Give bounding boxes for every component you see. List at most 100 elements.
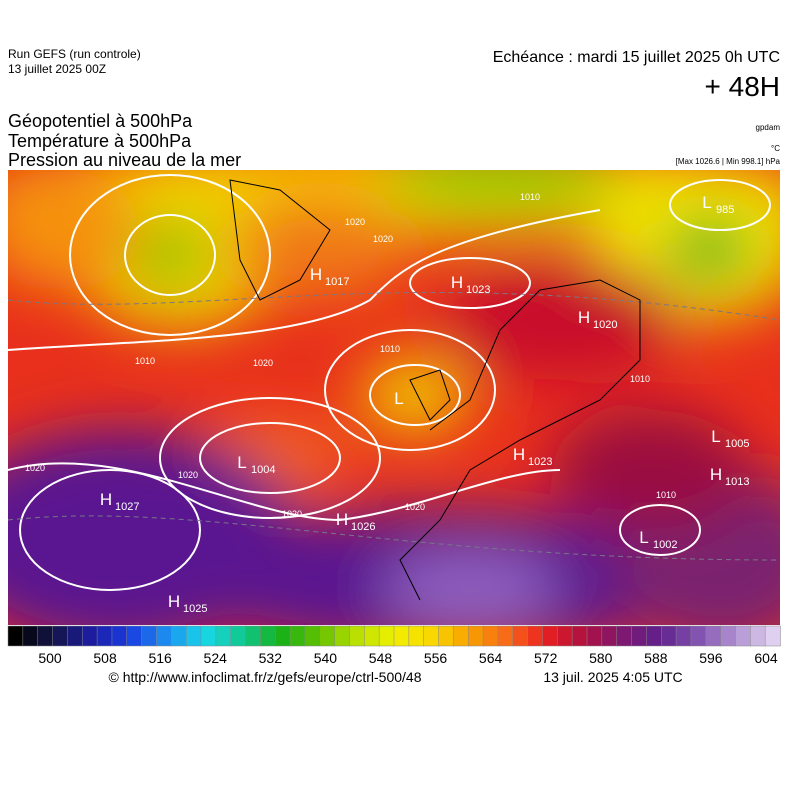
pressure-value: 1013 [725, 476, 749, 488]
colorbar-tick-label: 548 [369, 650, 393, 666]
contour-label: 1010 [656, 490, 676, 500]
colorbar-swatch [512, 625, 529, 647]
pressure-value: 1002 [653, 539, 677, 551]
unit-label: °C [771, 144, 780, 153]
pressure-letter: H [100, 490, 112, 509]
pressure-letter: H [578, 308, 590, 327]
pressure-letter: L [639, 528, 648, 547]
pressure-letter: L [237, 453, 246, 472]
colorbar-swatch [453, 625, 469, 647]
colorbar-swatch [482, 625, 499, 647]
pressure-letter: H [710, 465, 722, 484]
colorbar-swatch [690, 625, 707, 647]
contour-label: 1020 [253, 358, 273, 368]
colorbar-swatch [111, 625, 128, 647]
pressure-letter: H [310, 265, 322, 284]
colorbar-swatch [37, 625, 54, 647]
pressure-value: 985 [716, 204, 734, 216]
pressure-value: 1017 [325, 276, 349, 288]
colorbar-swatch [557, 625, 573, 647]
colorbar-swatch [527, 625, 544, 647]
colorbar-swatch [408, 625, 425, 647]
colorbar-swatch [586, 625, 603, 647]
colorbar-swatch [304, 625, 321, 647]
colorbar-swatch [438, 625, 455, 647]
contour-label: 1010 [520, 192, 540, 202]
pressure-value: 1020 [593, 319, 617, 331]
colorbar-swatch [7, 625, 24, 647]
pressure-letter: H [168, 592, 180, 611]
lead-time: + 48H [705, 71, 781, 102]
pressure-letter: L [702, 193, 711, 212]
field-label: Pression au niveau de la mer [8, 150, 241, 170]
colorbar-swatch [230, 625, 247, 647]
pressure-value: 1023 [466, 284, 490, 296]
contour-label: 1010 [630, 374, 650, 384]
pressure-value: 1027 [115, 501, 139, 513]
colorbar-tick-label: 532 [259, 650, 283, 666]
colorbar-swatch [735, 625, 752, 647]
pressure-letter: H [451, 273, 463, 292]
colorbar-swatch [571, 625, 588, 647]
colorbar-tick-label: 580 [589, 650, 613, 666]
colorbar-swatch [750, 625, 766, 647]
colorbar-tick-label: 596 [699, 650, 723, 666]
generated-time: 13 juil. 2025 4:05 UTC [543, 669, 682, 685]
colorbar-tick-label: 604 [754, 650, 778, 666]
colorbar-swatch [81, 625, 98, 647]
colorbar-tick-label: 508 [93, 650, 117, 666]
colorbar-swatch [96, 625, 113, 647]
colorbar-tick-label: 540 [314, 650, 338, 666]
colorbar-swatch [289, 625, 306, 647]
pressure-value: 1023 [528, 456, 552, 468]
colorbar-swatch [378, 625, 395, 647]
colorbar-swatch [616, 625, 633, 647]
unit-label: gpdam [756, 123, 781, 132]
colorbar-swatch [215, 625, 232, 647]
field-label: Géopotentiel à 500hPa [8, 111, 193, 131]
colorbar-swatch [631, 625, 648, 647]
colorbar-tick-label: 524 [204, 650, 228, 666]
contour-label: 1020 [178, 470, 198, 480]
colorbar-swatch [67, 625, 83, 647]
colorbar-swatch [200, 625, 217, 647]
colorbar-swatch [467, 625, 484, 647]
run-label: Run GEFS (run controle) [8, 47, 141, 61]
map-field [8, 170, 780, 625]
pressure-letter: L [394, 389, 403, 408]
source-credit: © http://www.infoclimat.fr/z/gefs/europe… [108, 669, 421, 685]
colorbar-swatch [542, 625, 559, 647]
colorbar-swatch [185, 625, 202, 647]
colorbar-swatch [274, 625, 291, 647]
contour-label: 1010 [135, 356, 155, 366]
contour-label: 1020 [405, 502, 425, 512]
colorbar-swatch [646, 625, 662, 647]
pressure-value: 1025 [183, 603, 207, 615]
field-label: Température à 500hPa [8, 131, 192, 151]
pressure-letter: L [711, 427, 720, 446]
colorbar-swatch [141, 625, 158, 647]
pressure-value: 1004 [251, 464, 275, 476]
colorbar-swatch [660, 625, 677, 647]
colorbar-tick-label: 588 [644, 650, 668, 666]
colorbar-swatch [156, 625, 173, 647]
pressure-letter: H [336, 510, 348, 529]
run-date: 13 juillet 2025 00Z [8, 62, 106, 76]
colorbar-swatch [334, 625, 351, 647]
colorbar-swatch [601, 625, 618, 647]
colorbar-swatch [423, 625, 440, 647]
colorbar-tick-label: 564 [479, 650, 503, 666]
pressure-range: [Max 1026.6 | Min 998.1] hPa [676, 157, 781, 166]
colorbar-swatch [22, 625, 39, 647]
colorbar-swatch [675, 625, 692, 647]
colorbar-swatch [393, 625, 410, 647]
contour-label: 1020 [373, 234, 393, 244]
colorbar-tick-label: 516 [148, 650, 172, 666]
pressure-value: 1026 [351, 521, 375, 533]
contour-label: 1020 [282, 509, 302, 519]
colorbar-swatch [260, 625, 276, 647]
colorbar-swatch [720, 625, 737, 647]
colorbar-swatch [245, 625, 262, 647]
colorbar-swatch [126, 625, 143, 647]
colorbar-swatch [364, 625, 380, 647]
